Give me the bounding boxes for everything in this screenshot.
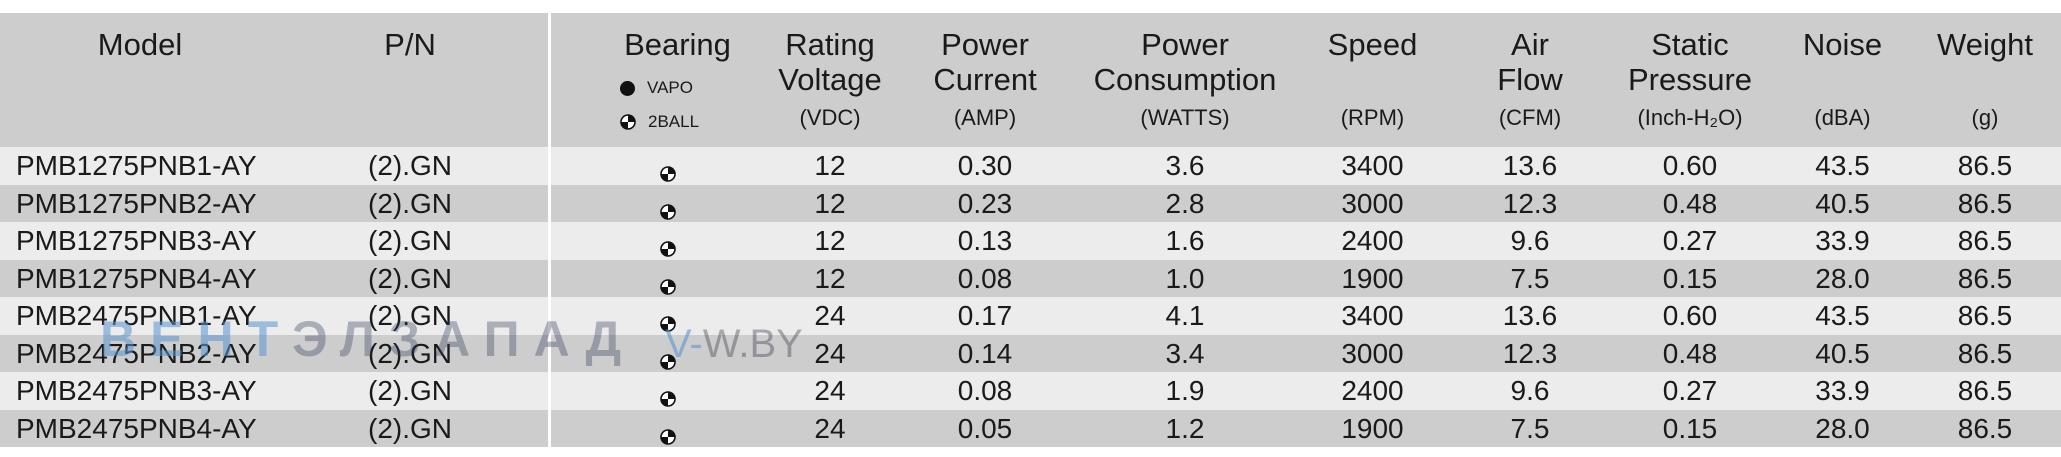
header-weight: Weight (g) (1937, 27, 2033, 130)
table-row: PMB2475PNB2-AY (2).GN 24 0.14 3.4 3000 1… (0, 334, 2061, 372)
table-header: Model P/N Bearing VAPO 2BALL Rati (0, 13, 2061, 147)
bearing-legend: VAPO 2BALL (620, 71, 699, 139)
legend-vapo: VAPO (620, 71, 699, 105)
legend-2ball: 2BALL (620, 105, 699, 139)
column-divider (548, 259, 551, 297)
header-voltage: Rating Voltage (VDC) (778, 27, 882, 130)
table-row: PMB1275PNB4-AY (2).GN 12 0.08 1.0 1900 7… (0, 259, 2061, 297)
table-row: PMB1275PNB3-AY (2).GN 12 0.13 1.6 2400 9… (0, 222, 2061, 260)
header-pressure: Static Pressure (Inch-H₂O) (1627, 27, 1753, 130)
ball-bearing-icon (620, 114, 636, 130)
column-divider (548, 409, 551, 447)
ball-bearing-icon (660, 307, 680, 339)
ball-bearing-icon (660, 345, 680, 377)
vapo-dot-icon (620, 80, 635, 96)
table-row: PMB2475PNB3-AY (2).GN 24 0.08 1.9 2400 9… (0, 372, 2061, 410)
table-row: PMB2475PNB4-AY (2).GN 24 0.05 1.2 1900 7… (0, 409, 2061, 447)
column-divider (548, 372, 551, 410)
column-divider (548, 222, 551, 260)
header-current: Power Current (AMP) (933, 27, 1037, 130)
column-divider (548, 147, 551, 185)
column-divider (548, 184, 551, 222)
header-model: Model (97, 27, 183, 62)
ball-bearing-icon (660, 232, 680, 264)
ball-bearing-icon (660, 157, 680, 189)
header-power: Power Consumption (WATTS) (1093, 27, 1277, 130)
header-speed: Speed (RPM) (1327, 27, 1418, 130)
header-airflow: Air Flow (CFM) (1497, 27, 1563, 130)
ball-bearing-icon (660, 382, 680, 414)
table-row: PMB1275PNB2-AY (2).GN 12 0.23 2.8 3000 1… (0, 184, 2061, 222)
ball-bearing-icon (660, 270, 680, 302)
header-pn: P/N (384, 27, 436, 62)
ball-bearing-icon (660, 195, 680, 227)
header-noise: Noise (dBA) (1802, 27, 1883, 130)
ball-bearing-icon (660, 420, 680, 452)
column-divider (548, 13, 551, 147)
table-body: PMB1275PNB1-AY (2).GN 12 0.30 3.6 3400 1… (0, 147, 2061, 447)
column-divider (548, 334, 551, 372)
header-bearing: Bearing (624, 27, 731, 62)
spec-table: Model P/N Bearing VAPO 2BALL Rati (0, 13, 2061, 447)
table-row: PMB1275PNB1-AY (2).GN 12 0.30 3.6 3400 1… (0, 147, 2061, 185)
table-row: PMB2475PNB1-AY (2).GN 24 0.17 4.1 3400 1… (0, 297, 2061, 335)
column-divider (548, 297, 551, 335)
